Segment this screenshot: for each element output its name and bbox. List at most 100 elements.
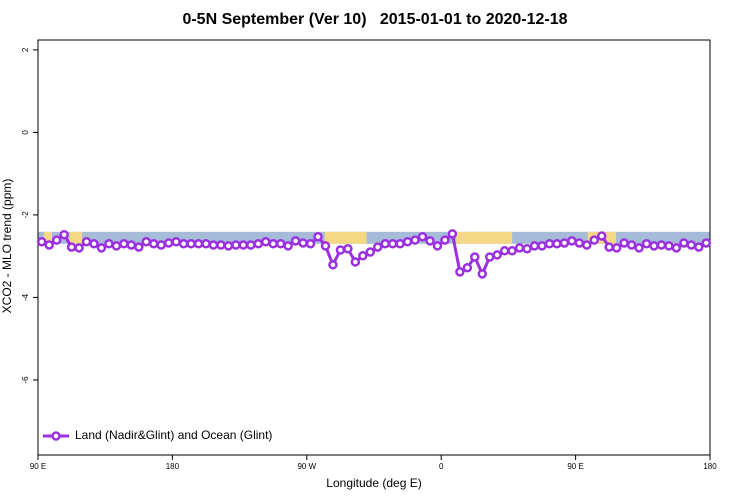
data-point (156, 240, 166, 250)
data-point (499, 246, 510, 256)
data-point (44, 240, 54, 250)
data-point (51, 235, 62, 245)
data-point (701, 238, 712, 248)
data-point (641, 239, 652, 249)
data-point (470, 252, 480, 262)
data-point (365, 247, 376, 257)
data-point (358, 251, 368, 261)
data-point (253, 239, 264, 249)
data-point (619, 238, 629, 248)
data-point (260, 236, 271, 247)
data-point (275, 239, 286, 249)
data-point (283, 241, 293, 251)
data-point (664, 241, 674, 251)
data-point (178, 239, 189, 249)
data-point (440, 235, 450, 245)
legend-label: Land (Nadir&Glint) and Ocean (Glint) (75, 428, 272, 442)
x-tick-label: 0 (439, 462, 444, 471)
data-point (290, 236, 301, 246)
data-point (417, 232, 428, 242)
data-point (671, 243, 682, 253)
y-tick-label: -6 (21, 376, 30, 384)
data-point (514, 243, 525, 253)
data-point (268, 239, 278, 249)
data-point (544, 239, 555, 249)
data-point (574, 238, 585, 248)
data-point (477, 269, 488, 279)
data-point (611, 243, 622, 253)
surface-band (69, 231, 83, 244)
data-point (455, 267, 465, 277)
data-point (81, 236, 92, 247)
data-point (492, 250, 502, 260)
data-point (380, 239, 390, 249)
surface-band (324, 231, 367, 244)
data-point (402, 236, 413, 247)
data-point (410, 235, 420, 245)
data-point (66, 242, 77, 252)
data-point (111, 241, 122, 251)
data-point (522, 243, 532, 254)
data-point (686, 240, 697, 250)
y-tick-label: -2 (21, 211, 30, 219)
data-point (679, 238, 689, 248)
data-point (634, 243, 644, 253)
x-tick-label: 90 E (30, 462, 46, 471)
data-point (313, 232, 323, 242)
data-point (119, 239, 129, 249)
y-axis-label: XCO2 - MLO trend (ppm) (0, 179, 14, 314)
data-point (134, 242, 144, 252)
data-point (320, 241, 331, 251)
data-point (96, 243, 107, 253)
data-point (462, 262, 473, 273)
x-tick-label: 180 (703, 462, 717, 471)
x-tick-label: 90 W (297, 462, 316, 471)
data-point (305, 239, 316, 249)
data-point (604, 242, 614, 252)
data-point (372, 242, 383, 252)
data-point (537, 241, 547, 251)
data-point (596, 231, 607, 241)
surface-band (43, 231, 53, 244)
plot-frame (37, 39, 711, 456)
surface-band (456, 231, 513, 244)
data-point (231, 240, 241, 250)
data-point (126, 240, 137, 250)
data-point (507, 246, 517, 256)
data-point (298, 238, 308, 248)
y-tick-label: -4 (21, 293, 30, 301)
data-point (59, 229, 69, 240)
data-point (193, 239, 204, 249)
data-point (694, 242, 704, 252)
data-point (350, 257, 361, 267)
data-point (626, 240, 637, 250)
data-point (36, 236, 47, 247)
data-point (186, 239, 196, 249)
x-tick-label: 180 (166, 462, 180, 471)
data-point (74, 243, 84, 253)
data-point (343, 243, 353, 254)
data-point (484, 252, 495, 262)
data-point (246, 240, 256, 250)
x-axis-label: Longitude (deg E) (326, 476, 421, 490)
data-point (649, 241, 659, 251)
data-point (432, 241, 443, 251)
data-point (387, 239, 398, 249)
surface-band (38, 231, 710, 244)
data-point (201, 239, 211, 249)
data-point (141, 236, 152, 247)
data-point (582, 240, 592, 250)
data-point (216, 240, 226, 250)
data-point (589, 235, 600, 245)
data-point (552, 239, 562, 249)
data-point (447, 229, 458, 239)
data-point (148, 239, 159, 249)
data-point (529, 241, 540, 251)
chart-title: 0-5N September (Ver 10) 2015-01-01 to 20… (182, 11, 567, 28)
data-point (335, 245, 346, 255)
legend-marker (51, 431, 61, 441)
x-tick-label: 90 E (567, 462, 583, 471)
data-point (89, 239, 99, 249)
data-point (104, 239, 114, 249)
